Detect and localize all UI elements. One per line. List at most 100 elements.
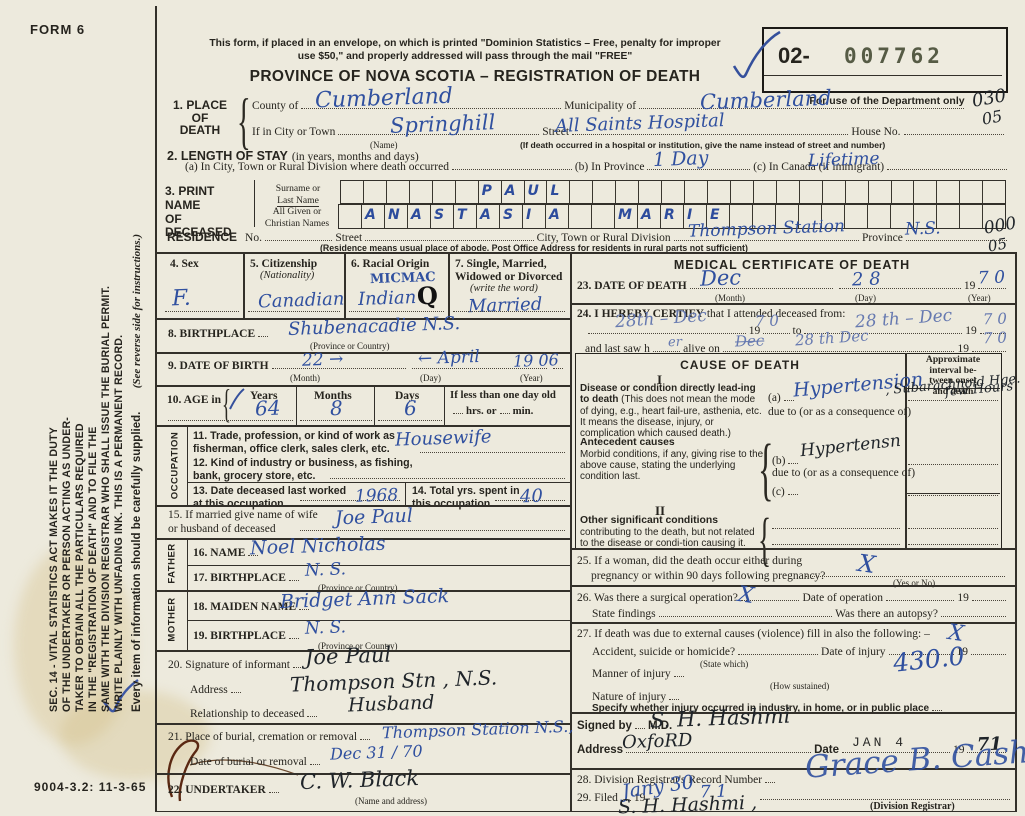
column-divider [570,252,572,812]
s13-label-2: at this occupation [193,497,284,510]
letter-cell [867,181,891,203]
racial-origin-q-mark: Q [416,280,439,311]
s27-statewhich-sub: (State which) [700,659,749,669]
letter-cell [775,205,798,228]
dob-day-value: ← April [417,346,481,370]
interval-header-rule [905,388,1000,389]
s3-title1: 3. PRINT NAME [165,184,215,212]
father-vertical-label: FATHER [166,543,178,584]
s24-last-fill: er [667,334,683,351]
age-years-label: Years [250,390,278,402]
s27-accident-row: Accident, suicide or homicide? Date of i… [592,646,1009,658]
row-rule [156,385,570,387]
cause-other-bold: Other significant conditions [580,515,718,526]
marital-label-2: Widowed or Divorced [455,270,563,283]
row-rule [187,620,570,621]
age-years-value: 64 [254,395,281,421]
s24-lastsaw-row: and last saw h alive on 19 [585,343,1009,355]
cause-disease-bold: Disease or condition directly lead-ing t… [580,383,756,406]
cause-antecedent-rest: Morbid conditions, if any, giving rise t… [580,448,764,483]
form-right-border [1015,252,1017,812]
s2b-label: (b) In Province [574,161,645,173]
s29-year-pre: 19 [633,792,646,804]
letter-cell [867,205,890,228]
city-value: Springhill [389,110,496,138]
cause-other-label: Other significant conditions contributin… [580,515,762,549]
row-rule [156,318,570,320]
cell-divider [344,252,346,318]
surname-sublabel-1: Surname or [275,183,321,194]
county-value: Cumberland [314,83,454,114]
signed-address-row: Address Date 19 [577,744,1009,756]
s11-value: Housewife [394,426,492,451]
s27-how-sub: (How sustained) [770,681,830,691]
s23-day-value: 2 8 [851,268,881,291]
signed-value: S. H. Hashmi [649,703,791,733]
s18-label: 18. MAIDEN NAME [193,601,297,613]
dob-year-sub: (Year) [520,373,543,383]
cause-c-label: (c) [772,486,785,498]
s27-year-pre: 19 [956,646,969,658]
s24-year-pre-3: 19 [957,343,969,355]
letter-cell [890,181,914,203]
letter-cell [821,205,844,228]
dob-day-sub: (Day) [420,373,441,383]
dob-row: 9. DATE OF BIRTH [168,360,566,372]
s20-label: 20. Signature of informant [168,659,291,671]
birthplace-row: 8. BIRTHPLACE [168,328,566,340]
s23-year-sub: (Year) [968,293,991,303]
cause-a-row: (a) [768,392,900,404]
side-note-line: TAKER TO OBTAIN ALL THE PARTICULARS REQU… [73,423,86,712]
dob-month-sub: (Month) [290,373,320,383]
s2-subtitle: (in years, months and days) [291,151,419,163]
s1-num3: DEATH [179,123,221,138]
s26-mark: X [736,582,756,609]
s19-label: 19. BIRTHPLACE [193,630,286,642]
age-divider [296,385,297,425]
s21-date-label: Date of burial or removal [190,756,307,768]
residence-no-label: No. [245,232,262,244]
age-hrs-row: hrs. or min. [450,405,562,417]
letter-cell: A [637,205,660,228]
marital-label-1: 7. Single, Married, [455,258,547,270]
s2a-value: 1 Day [652,147,709,171]
letter-cell [362,181,386,203]
s24-year-pre-1: 19 [748,325,761,337]
age-min-label: min. [512,405,534,417]
s25-mark: X [856,548,877,580]
s24-year3-value: 7 0 [982,328,1008,348]
signed-year-pre: 19 [952,744,965,756]
dotted-line [908,495,998,496]
sex-label: 4. Sex [170,258,199,270]
s23-year-pre: 19 [963,280,976,292]
s23-label: 23. DATE OF DEATH [577,280,687,292]
side-note-line: WRITE PLAINLY WITH UNFADING INK. THIS IS… [112,334,125,712]
s24-last-label2: alive on [683,343,720,355]
s15-label-2: or husband of deceased [168,522,276,535]
s3-title: 3. PRINT NAME OF DECEASED [165,184,251,240]
dotted-line [349,311,444,312]
cell-divider [448,252,450,318]
s21-date-row: Date of burial or removal [190,756,565,768]
s26-findings-label: State findings [592,608,656,620]
s1-num2: OF [191,110,209,125]
s3-title2: OF DECEASED [165,211,232,240]
row-rule [570,622,1016,624]
signed-addr-value: OxfoRD [621,729,693,754]
dotted-line [300,500,400,501]
dept-code-bottom: 05 [980,106,1004,129]
dotted-line [420,452,565,453]
age-tick-icon [229,388,245,410]
letter-cell [569,181,592,203]
mail-note-line1: This form, if placed in an envelope, on … [209,38,721,49]
row-rule [156,425,570,427]
s27-specify-row: Specify whether injury occurred in indus… [592,703,1009,714]
house-no-label: House No. [851,126,901,138]
sex-value: F. [171,285,192,312]
city-label: If in City or Town [252,126,336,138]
letter-cell [913,181,936,203]
s15-value: Joe Paul [334,504,414,530]
letter-cell: P [477,181,501,203]
age-divider [374,385,375,425]
side-note-line: SAME WITH THE DIVISION REGISTRAR WHO SHA… [99,285,112,712]
